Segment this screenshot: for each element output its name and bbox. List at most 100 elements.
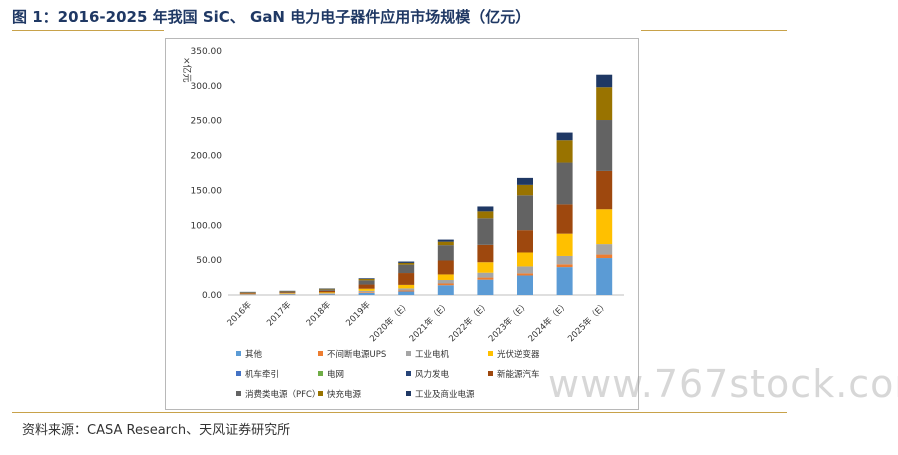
bar-segment — [477, 262, 493, 272]
stacked-bar-chart: 0.00 50.00 100.00 150.00 200.00 250.00 300.00 3… — [166, 39, 638, 409]
y-tick-label: 150.00 — [191, 186, 223, 196]
bar-segment — [240, 292, 256, 293]
figure-title: 图 1：2016-2025 年我国 SiC、 GaN 电力电子器件应用市场规模（… — [12, 6, 530, 27]
bar-segment — [359, 292, 375, 293]
legend-label: 新能源汽车 — [497, 369, 540, 380]
bar-segment — [438, 285, 454, 295]
bar-segment — [398, 290, 414, 291]
bar-segment — [596, 244, 612, 254]
legend-swatch — [488, 371, 493, 376]
x-tick-label: 2019年 — [344, 299, 373, 328]
y-tick-label: 350.00 — [191, 47, 223, 57]
bar-segment — [596, 258, 612, 295]
bar-segment — [319, 293, 335, 294]
legend-swatch — [236, 351, 241, 356]
bar-segment — [279, 293, 295, 294]
bar-segment — [279, 292, 295, 293]
bar-segment — [359, 280, 375, 284]
bar-segment — [438, 280, 454, 283]
legend-label: 工业电机 — [415, 349, 450, 360]
bar-segment — [398, 288, 414, 290]
bar-segment — [477, 206, 493, 211]
title-rule — [12, 30, 164, 31]
bar-segment — [438, 283, 454, 285]
bar-segment — [438, 260, 454, 274]
legend-swatch — [406, 351, 411, 356]
bar-segment — [596, 171, 612, 209]
y-tick-label: 300.00 — [191, 82, 223, 92]
bar-segment — [319, 289, 335, 290]
bar-segment — [596, 120, 612, 171]
x-tick-label: 2016年 — [225, 299, 254, 328]
y-tick-label: 50.00 — [196, 256, 222, 266]
bar-segment — [517, 185, 533, 195]
legend-label: 机车牵引 — [245, 369, 279, 380]
source-note: 资料来源：CASA Research、天风证券研究所 — [22, 419, 290, 438]
legend-label: 快充电源 — [327, 389, 362, 400]
x-tick-label: 2020年（E） — [367, 299, 412, 344]
y-tick-label: 200.00 — [191, 152, 223, 162]
x-tick-label: 2021年（E） — [407, 299, 452, 344]
bar-segment — [557, 256, 573, 264]
x-tick-label: 2017年 — [264, 299, 293, 328]
watermark: www.767stock.com — [548, 362, 898, 406]
legend-swatch — [406, 371, 411, 376]
x-tick-label: 2024年（E） — [526, 299, 571, 344]
bar-segment — [398, 292, 414, 295]
bar-segment — [517, 230, 533, 252]
bar-segment — [477, 280, 493, 295]
y-tick-label: 100.00 — [191, 221, 223, 231]
legend-label: 不间断电源UPS — [327, 349, 386, 360]
bar-segment — [319, 294, 335, 295]
bar-segment — [596, 209, 612, 244]
x-tick-label: 2022年（E） — [447, 299, 492, 344]
x-tick-label: 2025年（E） — [565, 299, 610, 344]
legend-swatch — [236, 371, 241, 376]
bar-segment — [398, 263, 414, 265]
legend-label: 消费类电源（PFC） — [245, 389, 320, 400]
bar-segment — [279, 294, 295, 295]
bar-segment — [319, 291, 335, 293]
bar-segment — [438, 245, 454, 260]
bar-segment — [517, 275, 533, 295]
bar-segment — [596, 75, 612, 88]
bar-segment — [557, 140, 573, 162]
bar-segment — [319, 292, 335, 293]
legend-swatch — [236, 391, 241, 396]
x-tick-label: 2018年 — [304, 299, 333, 328]
bar-segment — [557, 267, 573, 295]
bar-segment — [359, 285, 375, 289]
bar-segment — [477, 245, 493, 262]
bar-segment — [477, 273, 493, 278]
bar-segment — [557, 204, 573, 233]
y-tick-label: 0.00 — [202, 291, 222, 301]
bar-segment — [240, 293, 256, 294]
bar-segment — [596, 255, 612, 258]
legend-label: 电网 — [327, 369, 344, 380]
title-rule-right — [641, 30, 787, 31]
bar-segment — [279, 292, 295, 293]
bar-segment — [477, 278, 493, 280]
bar-segment — [596, 87, 612, 120]
bar-segment — [359, 291, 375, 292]
bar-segment — [359, 279, 375, 280]
bar-segment — [517, 195, 533, 230]
bar-segment — [319, 289, 335, 290]
legend-swatch — [318, 351, 323, 356]
bar-segment — [557, 163, 573, 205]
bar-segment — [359, 278, 375, 279]
legend-swatch — [318, 391, 323, 396]
bar-segment — [359, 293, 375, 295]
y-tick-label: 250.00 — [191, 117, 223, 127]
legend-label: 风力发电 — [415, 369, 450, 380]
bar-segment — [517, 273, 533, 275]
bar-segment — [557, 133, 573, 141]
legend-swatch — [318, 371, 323, 376]
bar-segment — [477, 211, 493, 218]
bar-segment — [438, 240, 454, 242]
bar-segment — [557, 264, 573, 267]
y-axis-label: ×亿元 — [181, 57, 193, 83]
legend-swatch — [406, 391, 411, 396]
legend-label: 光伏逆变器 — [497, 349, 540, 360]
bar-segment — [438, 274, 454, 280]
